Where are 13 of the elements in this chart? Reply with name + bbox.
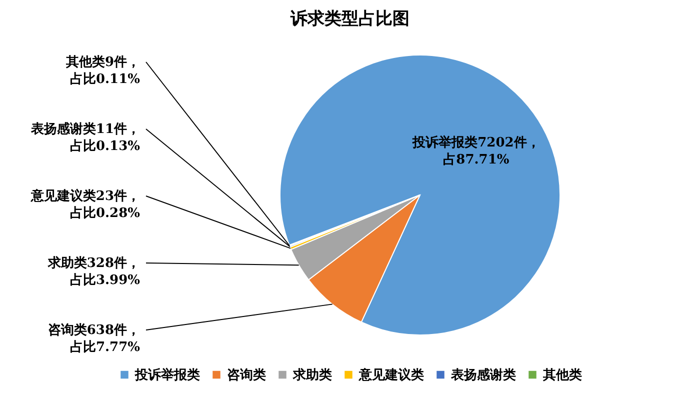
data-label: 咨询类638件，占比7.77% [48, 323, 141, 355]
chart-title: 诉求类型占比图 [290, 9, 410, 29]
data-label: 其他类9件，占比0.11% [64, 55, 141, 87]
legend-label: 表扬感谢类 [450, 366, 516, 383]
legend-label: 咨询类 [227, 368, 266, 383]
legend-label: 投诉举报类 [134, 366, 200, 383]
data-label: 求助类328件，占比3.99% [46, 255, 141, 288]
data-label: 表扬感谢类11件，占比0.13% [30, 121, 141, 154]
data-label: 投诉举报类7202件，占87.71% [412, 134, 540, 168]
legend-label: 其他类 [542, 368, 582, 383]
data-label: 意见建议类23件，占比0.28% [30, 188, 141, 221]
legend-label: 求助类 [292, 366, 332, 383]
legend-label: 意见建议类 [358, 366, 424, 383]
